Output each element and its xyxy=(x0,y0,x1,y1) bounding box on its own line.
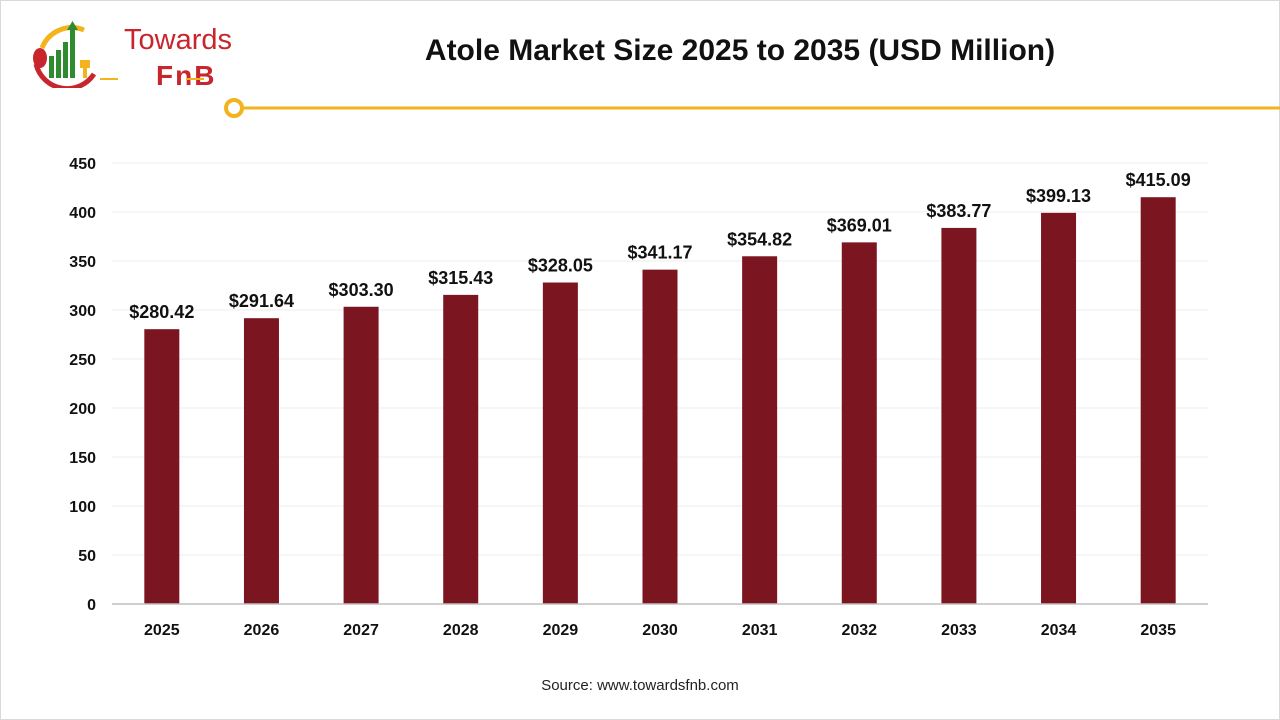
data-label: $315.43 xyxy=(428,268,493,288)
y-tick-label: 450 xyxy=(69,156,96,173)
bar-2027 xyxy=(343,306,379,604)
y-tick-label: 300 xyxy=(69,303,96,320)
data-label: $399.13 xyxy=(1026,186,1091,206)
data-label: $369.01 xyxy=(827,215,892,235)
x-tick-label: 2033 xyxy=(941,622,977,639)
chart-title: Atole Market Size 2025 to 2035 (USD Mill… xyxy=(424,34,1056,67)
data-label: $328.05 xyxy=(528,256,593,276)
bar-2033 xyxy=(941,227,977,604)
data-label: $383.77 xyxy=(926,201,991,221)
x-tick-label: 2026 xyxy=(244,622,280,639)
bar-2032 xyxy=(841,242,877,604)
bar-2028 xyxy=(443,294,479,604)
y-tick-label: 200 xyxy=(69,401,96,418)
logo-dash xyxy=(100,78,118,80)
logo-text: Towards xyxy=(124,24,232,56)
bar-2031 xyxy=(742,256,778,604)
bar-2030 xyxy=(642,269,678,604)
x-tick-label: 2030 xyxy=(642,622,678,639)
y-tick-label: 0 xyxy=(87,597,96,614)
x-tick-label: 2035 xyxy=(1140,622,1176,639)
towards-fnb-logo: Towards FnB xyxy=(28,18,232,92)
x-tick-label: 2027 xyxy=(343,622,379,639)
data-label: $280.42 xyxy=(129,302,194,322)
data-label: $415.09 xyxy=(1126,170,1191,190)
y-tick-label: 50 xyxy=(78,548,96,565)
x-tick-label: 2034 xyxy=(1041,622,1077,639)
x-tick-label: 2029 xyxy=(543,622,579,639)
bar-2025 xyxy=(144,329,180,604)
bar-chart: 0 50 100 150 200 250 300 350 400 450 $280.42 2025 $2… xyxy=(69,156,1208,639)
y-tick-label: 250 xyxy=(69,352,96,369)
y-tick-label: 400 xyxy=(69,205,96,222)
bar-2026 xyxy=(243,318,279,604)
data-label: $354.82 xyxy=(727,229,792,249)
data-label: $341.17 xyxy=(627,243,692,263)
data-label: $291.64 xyxy=(229,291,294,311)
title-accent-line xyxy=(224,98,1280,118)
bar-2035 xyxy=(1140,197,1176,604)
logo-dash xyxy=(186,78,204,80)
logo-text-fnb: FnB xyxy=(156,60,217,91)
x-tick-label: 2028 xyxy=(443,622,479,639)
data-label: $303.30 xyxy=(329,280,394,300)
y-tick-label: 350 xyxy=(69,254,96,271)
source-note: Source: www.towardsfnb.com xyxy=(541,677,739,694)
x-tick-label: 2032 xyxy=(841,622,877,639)
x-tick-label: 2031 xyxy=(742,622,778,639)
bar-2029 xyxy=(542,282,578,604)
y-tick-label: 100 xyxy=(69,499,96,516)
y-tick-label: 150 xyxy=(69,450,96,467)
logo-emblem-icon xyxy=(33,21,97,92)
bar-2034 xyxy=(1041,212,1077,604)
x-tick-label: 2025 xyxy=(144,622,180,639)
